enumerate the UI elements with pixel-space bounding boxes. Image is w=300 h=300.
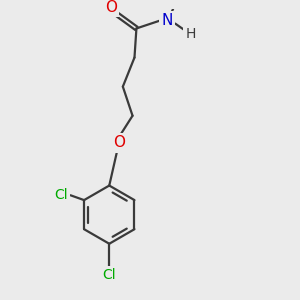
Text: Cl: Cl xyxy=(54,188,68,202)
Text: N: N xyxy=(162,13,173,28)
Text: H: H xyxy=(185,27,196,41)
Text: Cl: Cl xyxy=(103,268,116,282)
Text: O: O xyxy=(105,0,117,15)
Text: O: O xyxy=(113,135,125,150)
